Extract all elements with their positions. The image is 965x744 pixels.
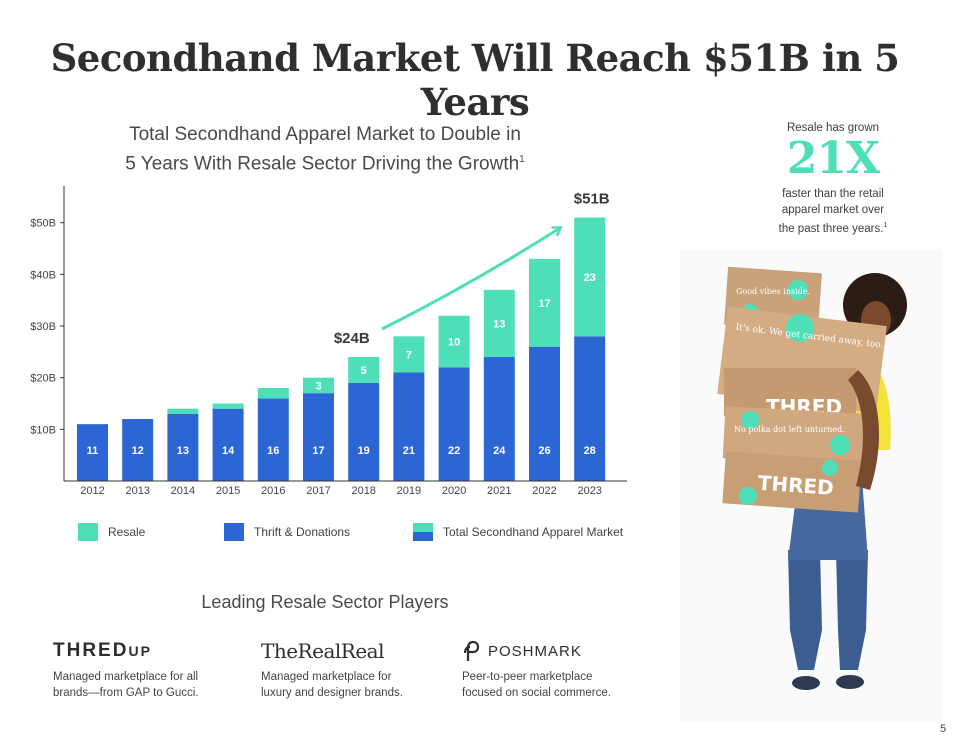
- x-tick-label: 2016: [261, 485, 285, 497]
- poshmark-logo: POSHMARK: [462, 637, 611, 665]
- legend-thrift: Thrift & Donations: [224, 523, 350, 541]
- bar-resale: [257, 388, 289, 399]
- legend-thrift-label: Thrift & Donations: [254, 525, 351, 539]
- bar-resale: [393, 336, 425, 373]
- x-tick-label: 2021: [487, 485, 511, 497]
- bar-resale-value: 17: [538, 298, 550, 310]
- x-tick-label: 2014: [171, 485, 195, 497]
- bar-resale: [303, 377, 334, 394]
- bar-thrift-value: 13: [177, 445, 189, 457]
- legend-total-swatch: [413, 523, 433, 541]
- legend-total-label: Total Secondhand Apparel Market: [443, 525, 624, 539]
- thredup-logo: THRED UP: [53, 640, 152, 661]
- bar-thrift: [303, 393, 334, 481]
- bar-resale: [212, 403, 244, 409]
- bar-thrift: [167, 413, 199, 481]
- bar-thrift-value: 14: [222, 445, 235, 457]
- bar-resale-value: 10: [448, 337, 460, 349]
- x-tick-label: 2012: [80, 485, 104, 497]
- bar-resale: [348, 357, 380, 383]
- bar-resale: [529, 258, 560, 347]
- photo-illustration: Good vibes inside. It's ok. We get carri…: [717, 266, 907, 690]
- callout-intro: Resale has grown: [786, 122, 880, 134]
- total-annotation: $51B: [574, 191, 610, 208]
- bar-thrift-value: 21: [403, 445, 415, 457]
- bar-resale-value: 13: [493, 318, 505, 330]
- bar-resale-value: 23: [584, 272, 596, 284]
- stacked-bar-chart: $10B $20B $30B $40B $50B 11 12 13 14 16 17 3 19 5 21 7…: [30, 186, 627, 497]
- bar-resale: [483, 289, 515, 358]
- x-tick-label: 2022: [532, 485, 556, 497]
- brand-therealreal: TheRealReal Managed marketplace for luxu…: [261, 637, 403, 701]
- page-title: Secondhand Market Will Reach $51B in 5 Y…: [50, 36, 900, 124]
- box-text-1: Good vibes inside.: [736, 287, 810, 296]
- brand-therealreal-desc: Managed marketplace for luxury and desig…: [261, 671, 403, 699]
- bar-thrift-value: 22: [448, 445, 460, 457]
- resale-growth-callout: Resale has grown 21X faster than the ret…: [748, 122, 918, 237]
- brand-thredup: THRED UP Managed marketplace for all bran…: [53, 637, 199, 701]
- bar-thrift: [483, 357, 515, 481]
- bar-thrift: [122, 419, 154, 481]
- box-text-5: THRED: [757, 471, 835, 500]
- total-annotation: $24B: [334, 330, 370, 347]
- bar-resale-value: 3: [315, 380, 321, 392]
- chart-title-line-2: 5 Years With Resale Sector Driving the G…: [125, 153, 525, 175]
- bar-thrift-value: 26: [538, 445, 550, 457]
- bar-resale: [574, 217, 606, 337]
- y-tick-label: $40B: [30, 269, 56, 281]
- bar-thrift: [348, 382, 380, 481]
- x-tick-label: 2023: [577, 485, 601, 497]
- y-tick-label: $10B: [30, 424, 56, 436]
- chart-title-line-1: Total Secondhand Apparel Market to Doubl…: [129, 124, 521, 145]
- page-number: 5: [940, 723, 947, 735]
- bar-thrift-value: 17: [312, 445, 324, 457]
- x-tick-label: 2020: [442, 485, 466, 497]
- bar-thrift-value: 24: [493, 445, 506, 457]
- bar-thrift: [77, 424, 108, 481]
- bar-thrift-value: 11: [87, 445, 99, 457]
- legend-thrift-swatch: [224, 523, 244, 541]
- x-tick-label: 2019: [397, 485, 421, 497]
- y-tick-label: $30B: [30, 321, 56, 333]
- bar-thrift-value: 19: [358, 445, 370, 457]
- bar-resale-value: 7: [406, 349, 412, 361]
- bar-resale: [167, 408, 199, 414]
- y-tick-label: $50B: [30, 218, 56, 230]
- players-title: Leading Resale Sector Players: [201, 592, 449, 612]
- woman-carrying-boxes-photo: Good vibes inside. It's ok. We get carri…: [680, 250, 942, 722]
- box-text-4: No polka dot left unturned.: [734, 425, 845, 434]
- bar-thrift-value: 28: [584, 445, 596, 457]
- bar-thrift: [393, 372, 425, 481]
- legend-resale-label: Resale: [108, 525, 146, 539]
- x-tick-label: 2013: [125, 485, 149, 497]
- x-tick-label: 2015: [216, 485, 240, 497]
- bar-resale-value: 5: [361, 365, 367, 377]
- therealreal-logo: TheRealReal: [261, 639, 384, 663]
- brand-thredup-desc: Managed marketplace for all brands—from …: [53, 671, 199, 699]
- y-tick-label: $20B: [30, 373, 56, 385]
- x-tick-label: 2018: [351, 485, 375, 497]
- growth-arrow: [381, 228, 560, 331]
- bar-thrift: [257, 398, 289, 481]
- callout-stat: 21X: [786, 133, 880, 184]
- legend-resale: Resale: [78, 523, 145, 541]
- callout-desc: faster than the retail apparel market ov…: [778, 188, 888, 235]
- brand-poshmark: POSHMARK Peer-to-peer marketplace focuse…: [462, 637, 611, 701]
- poshmark-icon: [463, 640, 480, 661]
- bar-thrift: [212, 408, 244, 481]
- brand-poshmark-desc: Peer-to-peer marketplace focused on soci…: [462, 671, 611, 699]
- bar-thrift: [529, 346, 560, 481]
- bar-thrift: [438, 367, 470, 481]
- legend-total: Total Secondhand Apparel Market: [413, 523, 623, 541]
- bar-thrift-value: 16: [267, 445, 279, 457]
- x-tick-label: 2017: [306, 485, 330, 497]
- bar-thrift: [574, 336, 606, 481]
- bar-resale: [438, 315, 470, 368]
- legend-resale-swatch: [78, 523, 98, 541]
- chart-title: Total Secondhand Apparel Market to Doubl…: [60, 122, 590, 176]
- bar-thrift-value: 12: [132, 445, 144, 457]
